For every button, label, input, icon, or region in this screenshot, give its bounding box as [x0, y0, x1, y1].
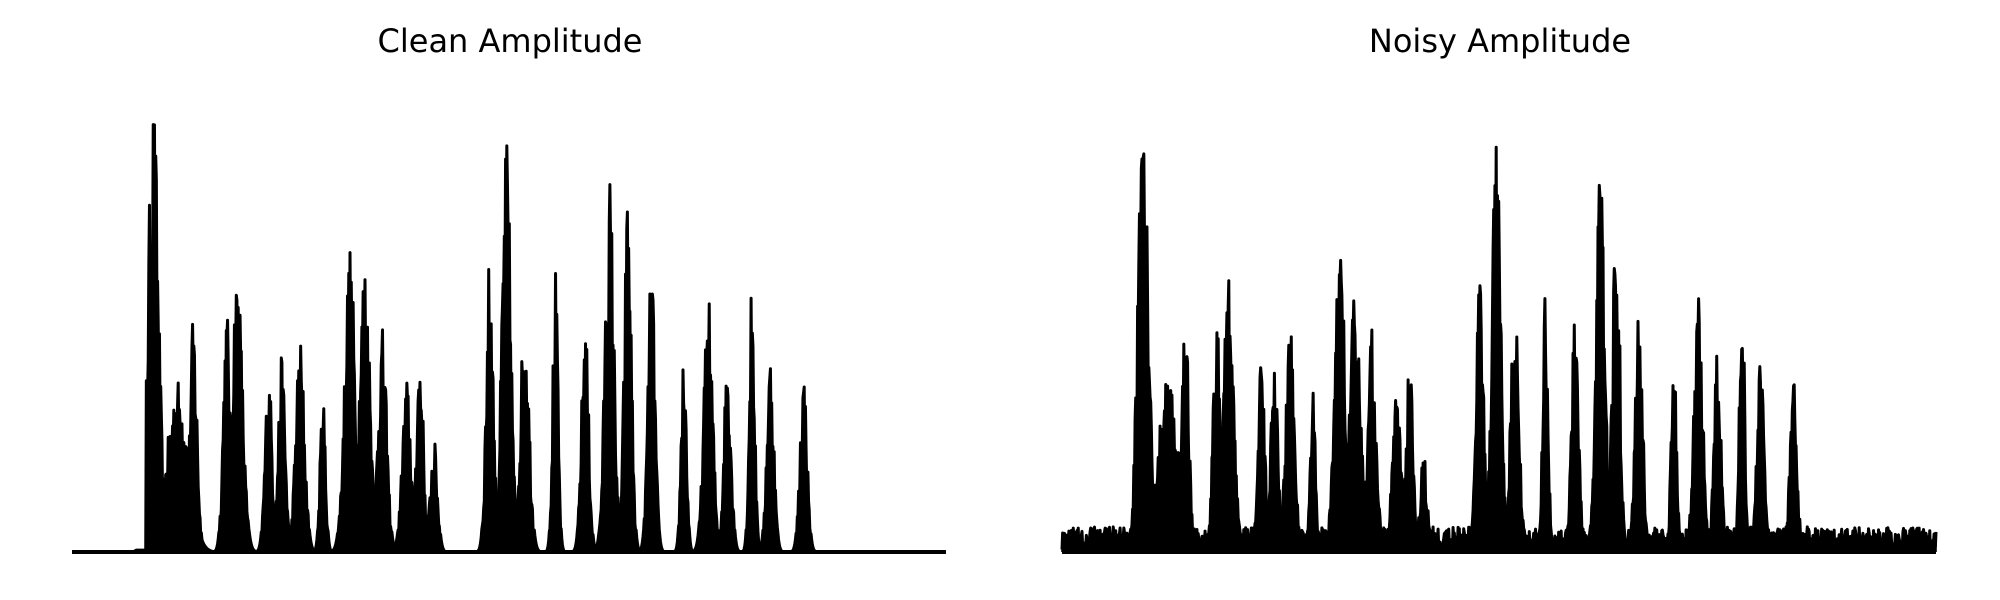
- chart-title-noisy: Noisy Amplitude: [1368, 22, 1632, 60]
- chart-title-clean: Clean Amplitude: [377, 22, 643, 60]
- chart-panel-noisy: Noisy Amplitude: [1050, 0, 1950, 600]
- amplitude-line: [1060, 145, 1938, 554]
- chart-panel-clean: Clean Amplitude: [60, 0, 960, 600]
- chart-plot-noisy: [1060, 145, 1938, 554]
- amplitude-line: [71, 123, 947, 554]
- chart-plot-clean: [71, 123, 947, 554]
